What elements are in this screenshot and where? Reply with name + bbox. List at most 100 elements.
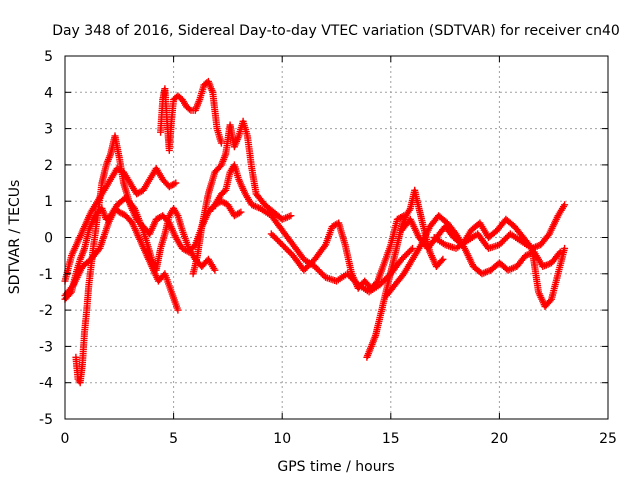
- data-marker-run: [152, 246, 164, 274]
- data-marker-run: [367, 279, 380, 292]
- data-marker-run: [217, 197, 230, 208]
- data-marker-run: [78, 330, 88, 369]
- data-marker-run: [430, 234, 447, 248]
- y-tick-label: -2: [39, 303, 53, 319]
- data-marker-run: [452, 238, 469, 252]
- series-layer: [61, 77, 569, 387]
- data-marker-run: [111, 132, 123, 160]
- data-marker-run: [545, 214, 561, 238]
- data-marker-run: [209, 199, 220, 212]
- data-marker-run: [133, 187, 146, 198]
- data-marker-run: [115, 154, 127, 185]
- data-marker-run: [363, 344, 374, 361]
- data-marker-run: [72, 353, 82, 381]
- series-track-6: [189, 117, 295, 278]
- data-marker-run: [391, 271, 407, 289]
- series-track-7: [209, 161, 416, 296]
- data-marker-run: [248, 201, 263, 212]
- data-marker-run: [230, 208, 245, 220]
- data-marker-run: [252, 190, 268, 207]
- y-tick-label: -5: [39, 412, 53, 428]
- data-marker-run: [204, 255, 219, 274]
- data-marker-run: [409, 243, 424, 263]
- data-marker-run: [170, 205, 181, 218]
- series-track-12: [430, 230, 569, 310]
- data-marker-run: [161, 85, 171, 123]
- data-marker-run: [83, 283, 93, 314]
- x-tick-label: 15: [382, 431, 400, 447]
- data-marker-run: [311, 263, 328, 280]
- data-marker-run: [248, 165, 260, 196]
- y-tick-label: 0: [44, 231, 53, 247]
- series-track-4: [61, 194, 219, 300]
- data-marker-run: [165, 119, 175, 154]
- data-marker-run: [415, 205, 427, 229]
- data-marker-run: [235, 175, 248, 196]
- data-marker-run: [241, 190, 255, 207]
- data-marker-run: [261, 201, 276, 215]
- data-marker-run: [278, 226, 296, 247]
- data-marker-run: [335, 219, 349, 247]
- data-marker-run: [443, 219, 459, 236]
- series-track-5: [157, 77, 225, 154]
- y-tick-label: 2: [44, 158, 53, 174]
- data-marker-run: [257, 205, 273, 218]
- data-marker-run: [400, 257, 415, 278]
- data-marker-run: [191, 97, 203, 114]
- data-marker-run: [328, 220, 341, 231]
- y-tick-label: -3: [39, 339, 53, 355]
- data-marker-run: [126, 179, 140, 196]
- data-marker-run: [174, 92, 185, 102]
- data-marker-run: [485, 227, 500, 241]
- data-marker-run: [461, 244, 476, 269]
- data-marker-run: [224, 201, 237, 218]
- data-marker-run: [504, 263, 519, 274]
- data-marker-run: [165, 179, 180, 191]
- data-marker-run: [517, 237, 534, 251]
- data-marker-run: [376, 297, 388, 321]
- data-marker-run: [222, 170, 234, 194]
- series-track-8: [267, 212, 408, 292]
- data-marker-run: [135, 234, 148, 254]
- data-marker-run: [152, 165, 166, 182]
- data-marker-run: [170, 93, 180, 104]
- data-marker-run: [74, 224, 88, 245]
- data-marker-run: [217, 188, 228, 198]
- data-marker-run: [554, 201, 569, 220]
- data-marker-run: [541, 297, 554, 310]
- data-marker-run: [115, 208, 128, 219]
- data-marker-run: [194, 225, 205, 260]
- data-marker-run: [406, 215, 422, 240]
- data-marker-run: [81, 210, 94, 231]
- data-marker-run: [230, 134, 242, 151]
- grid-layer: [65, 56, 608, 419]
- data-marker-run: [178, 96, 189, 109]
- data-marker-run: [372, 315, 383, 339]
- series-track-3: [72, 132, 245, 387]
- data-marker-run: [167, 98, 177, 125]
- data-marker-run: [278, 212, 295, 223]
- data-marker-run: [243, 132, 255, 170]
- data-marker-run: [167, 288, 182, 314]
- data-marker-run: [200, 79, 211, 89]
- data-marker-run: [128, 219, 142, 240]
- x-tick-label: 5: [169, 431, 178, 447]
- data-marker-run: [300, 257, 317, 274]
- data-marker-run: [81, 308, 90, 336]
- chart-title: Day 348 of 2016, Sidereal Day-to-day VTE…: [52, 23, 620, 39]
- data-marker-run: [187, 106, 197, 114]
- y-tick-label: 5: [44, 49, 53, 65]
- data-marker-run: [122, 194, 137, 211]
- data-marker-run: [528, 244, 542, 294]
- data-marker-run: [267, 212, 285, 233]
- data-marker-run: [161, 270, 175, 294]
- data-marker-run: [289, 241, 307, 262]
- data-marker-run: [548, 272, 561, 303]
- data-marker-run: [183, 103, 193, 113]
- y-tick-label: -4: [39, 376, 53, 392]
- data-marker-run: [474, 230, 491, 251]
- series-track-2: [61, 205, 182, 314]
- data-marker-run: [102, 152, 114, 169]
- data-marker-run: [76, 246, 88, 263]
